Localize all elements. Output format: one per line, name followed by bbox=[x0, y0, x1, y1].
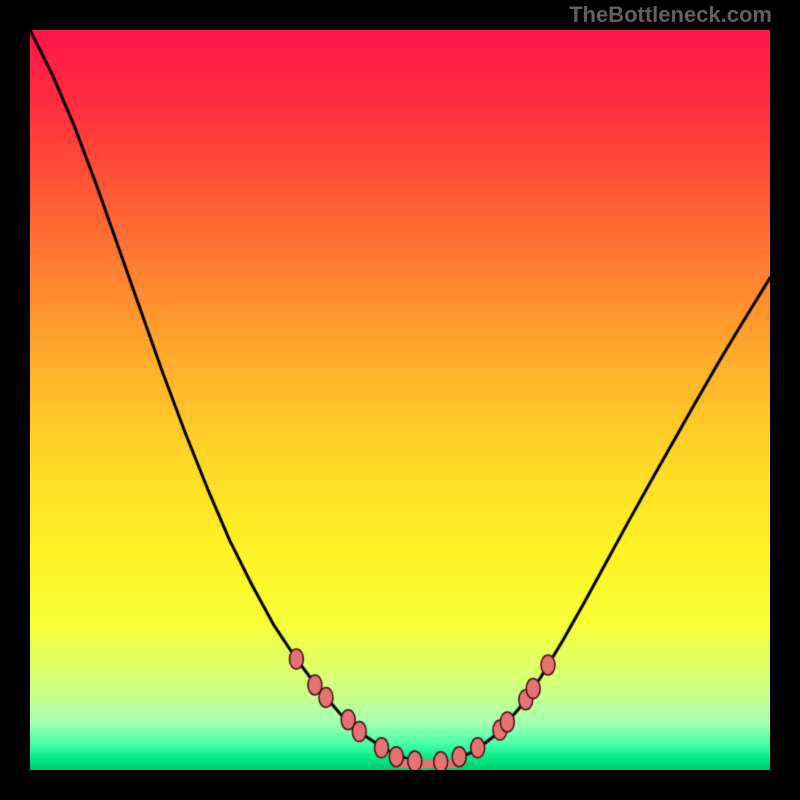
watermark-text: TheBottleneck.com bbox=[569, 2, 772, 28]
v-curve-layer bbox=[30, 30, 770, 770]
plot-area bbox=[30, 30, 770, 770]
chart-stage: TheBottleneck.com bbox=[0, 0, 800, 800]
